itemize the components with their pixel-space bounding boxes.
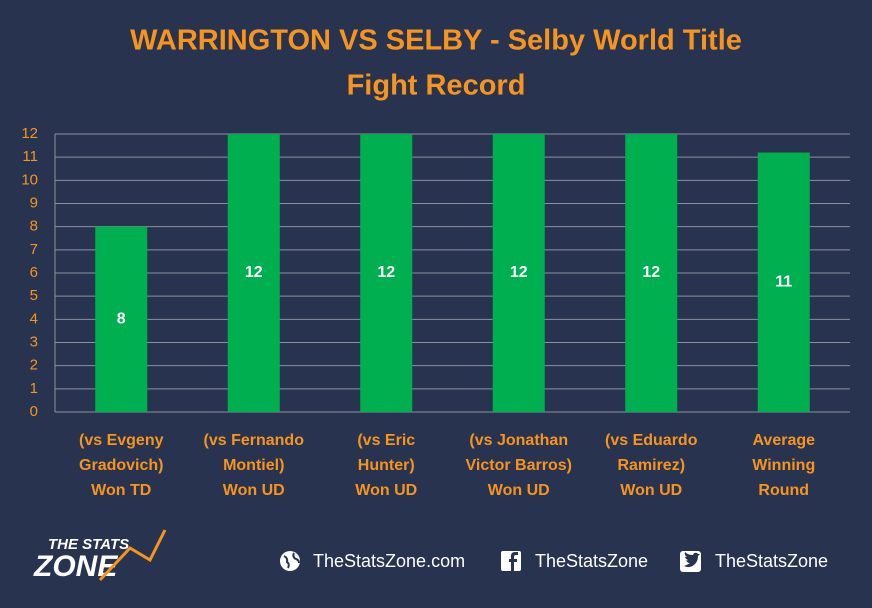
x-tick-label: Victor Barros) [466,457,572,474]
y-tick-label: 2 [30,357,38,374]
twitter-icon [680,551,701,572]
x-tick-label: Won UD [620,482,682,499]
logo-text: ZONE [33,550,118,583]
x-tick-label: (vs Fernando [204,432,305,449]
y-tick-label: 10 [21,171,38,188]
x-tick-label: Won TD [91,482,151,499]
website: TheStatsZone.com [313,551,465,571]
logo-swoosh [98,529,167,582]
bar [227,134,280,412]
x-tick-label: (vs Evgeny [79,432,164,449]
y-tick-label: 12 [21,125,38,142]
x-tick-label: Hunter) [358,457,415,474]
x-tick-label: Winning [752,457,815,474]
y-tick-label: 9 [30,194,38,211]
y-tick-label: 7 [30,241,38,258]
logo: THE STATS ZONE [33,529,167,583]
y-tick-label: 5 [30,287,38,304]
x-tick-label: Average [752,432,815,449]
y-tick-label: 1 [30,380,38,397]
y-tick-label: 6 [30,264,38,281]
x-tick-label: (vs Eduardo [605,432,698,449]
x-tick-label: Gradovich) [79,457,163,474]
x-tick-label: (vs Eric [357,432,415,449]
data-label: 12 [642,264,660,281]
y-tick-label: 8 [30,218,38,235]
y-tick-label: 4 [30,310,38,327]
data-label: 11 [775,273,792,290]
bar [625,134,678,412]
facebook-icon [501,551,521,571]
bar [492,134,545,412]
data-label: 12 [245,264,263,281]
x-tick-label: Won UD [223,482,285,499]
y-tick-label: 0 [30,403,38,420]
chart-title: WARRINGTON VS SELBY - Selby World Title [130,25,742,57]
twitter: TheStatsZone [715,551,828,571]
x-tick-label: Ramirez) [617,457,685,474]
facebook: TheStatsZone [535,551,648,571]
bar [360,134,413,412]
globe-icon [280,551,300,571]
data-label: 8 [117,311,126,328]
data-label: 12 [377,264,395,281]
bar [95,226,148,412]
logo-text: THE STATS [48,536,129,553]
x-tick-label: (vs Jonathan [469,432,568,449]
y-tick-label: 3 [30,333,38,350]
x-tick-label: Round [758,482,809,499]
data-label: 12 [510,264,528,281]
x-tick-label: Won UD [488,482,550,499]
x-tick-label: Montiel) [223,457,284,474]
x-tick-label: Won UD [355,482,417,499]
chart-title: Fight Record [347,70,526,102]
bar [757,152,810,413]
y-tick-label: 11 [22,148,38,165]
